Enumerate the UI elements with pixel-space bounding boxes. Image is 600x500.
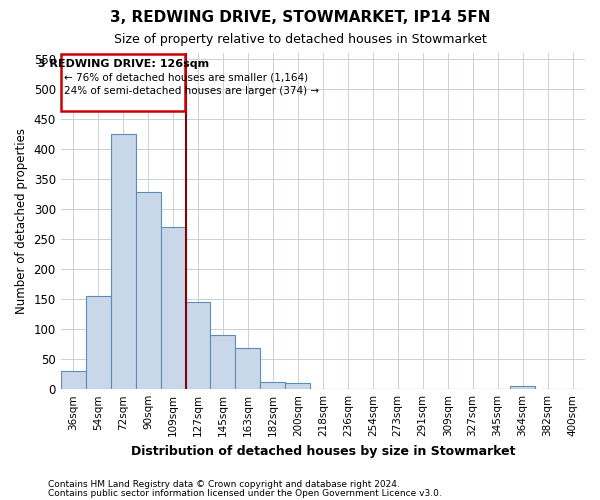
Text: Contains HM Land Registry data © Crown copyright and database right 2024.: Contains HM Land Registry data © Crown c… [48, 480, 400, 489]
Y-axis label: Number of detached properties: Number of detached properties [15, 128, 28, 314]
Bar [136, 192, 161, 389]
Text: Contains public sector information licensed under the Open Government Licence v3: Contains public sector information licen… [48, 488, 442, 498]
Bar [560, 388, 585, 389]
Text: 3, REDWING DRIVE, STOWMARKET, IP14 5FN: 3, REDWING DRIVE, STOWMARKET, IP14 5FN [110, 10, 490, 25]
Bar [110, 134, 136, 389]
Bar [510, 386, 535, 389]
Text: Size of property relative to detached houses in Stowmarket: Size of property relative to detached ho… [113, 32, 487, 46]
Bar [161, 227, 185, 389]
X-axis label: Distribution of detached houses by size in Stowmarket: Distribution of detached houses by size … [131, 444, 515, 458]
Bar [185, 302, 211, 389]
Bar [286, 383, 310, 389]
Bar [211, 335, 235, 389]
Bar [235, 348, 260, 389]
Bar [260, 382, 286, 389]
Bar [86, 296, 110, 389]
FancyBboxPatch shape [61, 54, 185, 111]
Text: ← 76% of detached houses are smaller (1,164): ← 76% of detached houses are smaller (1,… [64, 72, 308, 83]
Text: 24% of semi-detached houses are larger (374) →: 24% of semi-detached houses are larger (… [64, 86, 319, 96]
Text: 3 REDWING DRIVE: 126sqm: 3 REDWING DRIVE: 126sqm [38, 59, 209, 69]
Bar [61, 371, 86, 389]
